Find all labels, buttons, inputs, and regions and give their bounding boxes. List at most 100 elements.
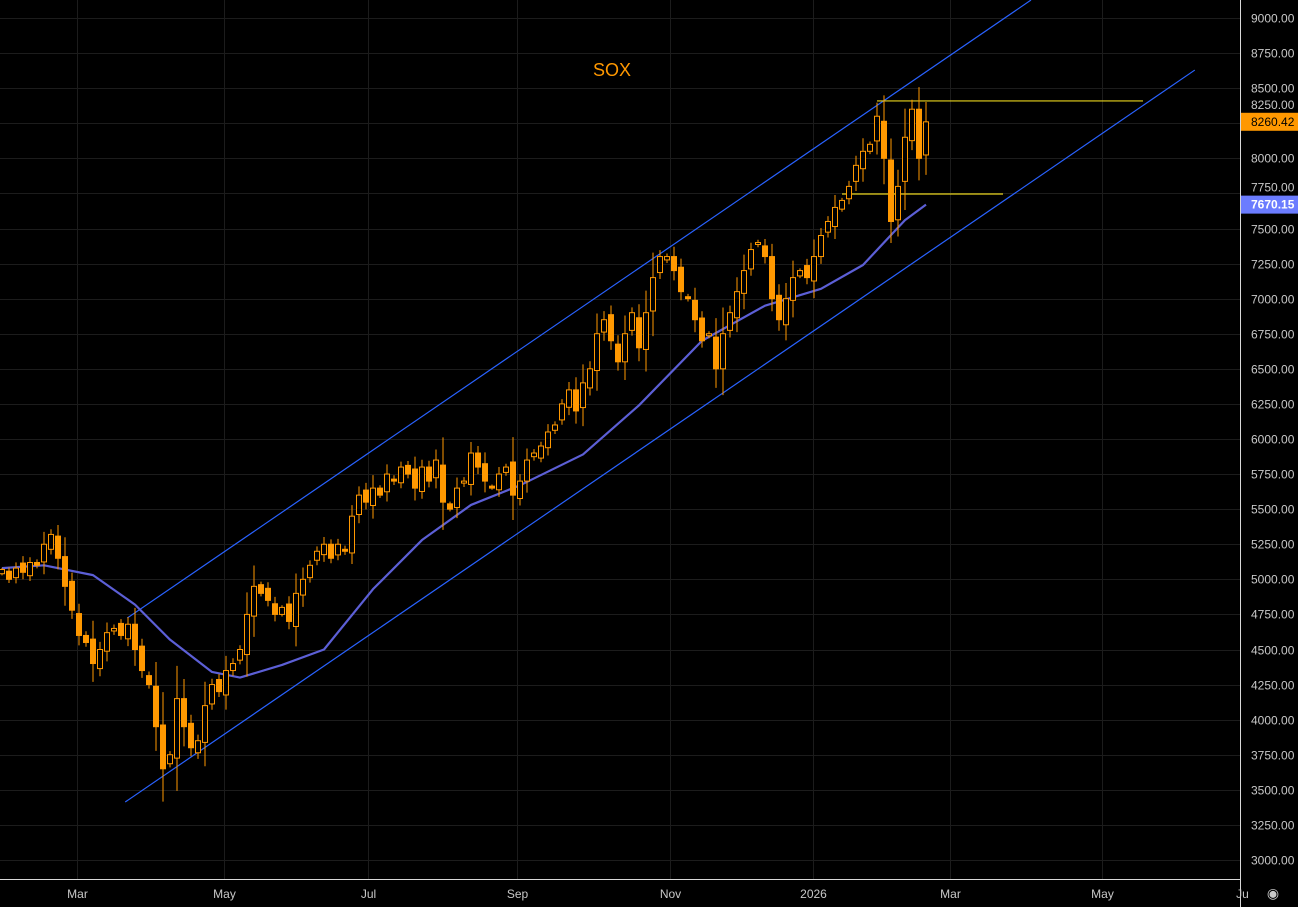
candle-up xyxy=(741,270,747,294)
price-axis[interactable]: 9000.00 8750.00 8500.00 8250.00 8000.00 7750.… xyxy=(1251,12,1295,868)
price-tick-label: 7750.00 xyxy=(1251,181,1295,195)
time-tick-label: Sep xyxy=(507,887,529,901)
candle-down xyxy=(510,461,516,496)
candle-down xyxy=(34,561,40,566)
price-tick-label: 5000.00 xyxy=(1251,573,1295,587)
candle-up xyxy=(818,235,824,258)
candle-up xyxy=(398,466,404,484)
candle-up xyxy=(27,561,33,577)
candle-up xyxy=(13,567,19,579)
channel-line-lower xyxy=(124,69,1196,803)
candle-down xyxy=(573,389,579,412)
candle-up xyxy=(657,256,663,274)
price-tick-label: 5250.00 xyxy=(1251,538,1295,552)
candle-up xyxy=(279,606,285,615)
price-tick-label: 4750.00 xyxy=(1251,608,1295,622)
candle-up xyxy=(531,452,537,458)
candle-up xyxy=(909,108,915,142)
ma-value-badge: 7670.15 xyxy=(1241,195,1298,214)
price-tick-label: 8750.00 xyxy=(1251,47,1295,61)
candle-up xyxy=(664,256,670,261)
chart-settings-icon[interactable]: ◉ xyxy=(1266,885,1280,901)
candle-down xyxy=(153,685,159,728)
candle-up xyxy=(307,564,313,579)
candle-up xyxy=(419,466,425,492)
candle-up xyxy=(867,143,873,152)
candle-up xyxy=(923,121,929,156)
price-tick-label: 3750.00 xyxy=(1251,749,1295,763)
price-tick-label: 3250.00 xyxy=(1251,819,1295,833)
price-tick-label: 7250.00 xyxy=(1251,258,1295,272)
candle-up xyxy=(643,312,649,350)
candle-up xyxy=(223,670,229,696)
candle-down xyxy=(412,468,418,489)
candle-up xyxy=(335,543,341,556)
candle-up xyxy=(244,613,250,656)
time-tick-label: Mar xyxy=(67,887,88,901)
candle-up xyxy=(97,649,103,670)
candle-up xyxy=(111,627,117,632)
price-tick-label: 4000.00 xyxy=(1251,714,1295,728)
candle-up xyxy=(734,291,740,319)
price-tick-label: 8250.00 xyxy=(1251,98,1295,112)
candle-up xyxy=(629,312,635,331)
candle-down xyxy=(132,623,138,650)
candle-down xyxy=(69,580,75,611)
candle-down xyxy=(363,489,369,503)
candle-down xyxy=(258,584,264,594)
candle-down xyxy=(489,485,495,489)
candle-up xyxy=(496,473,502,491)
candle-down xyxy=(272,603,278,615)
candle-down xyxy=(636,317,642,349)
price-tick-label: 6750.00 xyxy=(1251,328,1295,342)
candle-down xyxy=(405,464,411,475)
horizontal-levels xyxy=(842,100,1143,195)
price-tick-label: 6250.00 xyxy=(1251,398,1295,412)
candle-up xyxy=(230,663,236,672)
candle-down xyxy=(139,645,145,672)
candle-up xyxy=(748,249,754,270)
candle-down xyxy=(160,724,166,770)
candle-up xyxy=(839,199,845,210)
candle-up xyxy=(167,754,173,765)
price-tick-label: 5500.00 xyxy=(1251,503,1295,517)
candle-down xyxy=(475,452,481,468)
time-axis[interactable]: Mar May Jul Sep Nov 2026 Mar May Ju xyxy=(67,887,1249,901)
candle-up xyxy=(895,185,901,221)
price-tick-label: 4500.00 xyxy=(1251,644,1295,658)
candle-up xyxy=(825,220,831,233)
candle-down xyxy=(286,603,292,622)
candle-up xyxy=(104,632,110,652)
candle-up xyxy=(237,649,243,661)
last-price-label: 8260.42 xyxy=(1251,115,1295,129)
candle-up xyxy=(300,578,306,596)
time-tick-label: Mar xyxy=(940,887,961,901)
price-tick-label: 4250.00 xyxy=(1251,679,1295,693)
candle-up xyxy=(811,256,817,282)
candle-up xyxy=(314,550,320,561)
candle-down xyxy=(769,256,775,300)
candle-up xyxy=(552,424,558,431)
candle-up xyxy=(587,368,593,389)
candle-down xyxy=(426,466,432,482)
candle-up xyxy=(832,206,838,228)
price-tick-label: 9000.00 xyxy=(1251,12,1295,26)
candle-down xyxy=(391,478,397,482)
candle-up xyxy=(790,277,796,301)
candle-up xyxy=(783,298,789,326)
moving-average-line xyxy=(1,203,927,679)
candle-down xyxy=(776,294,782,321)
candle-down xyxy=(83,634,89,643)
candle-up xyxy=(293,592,299,627)
candle-up xyxy=(902,136,908,182)
candle-up xyxy=(125,623,131,640)
candle-down xyxy=(692,299,698,321)
candle-down xyxy=(6,570,12,580)
trend-channel xyxy=(124,0,1196,803)
candle-up xyxy=(622,333,628,363)
grid xyxy=(0,0,1243,879)
candle-down xyxy=(216,679,222,693)
price-tick-label: 7000.00 xyxy=(1251,293,1295,307)
